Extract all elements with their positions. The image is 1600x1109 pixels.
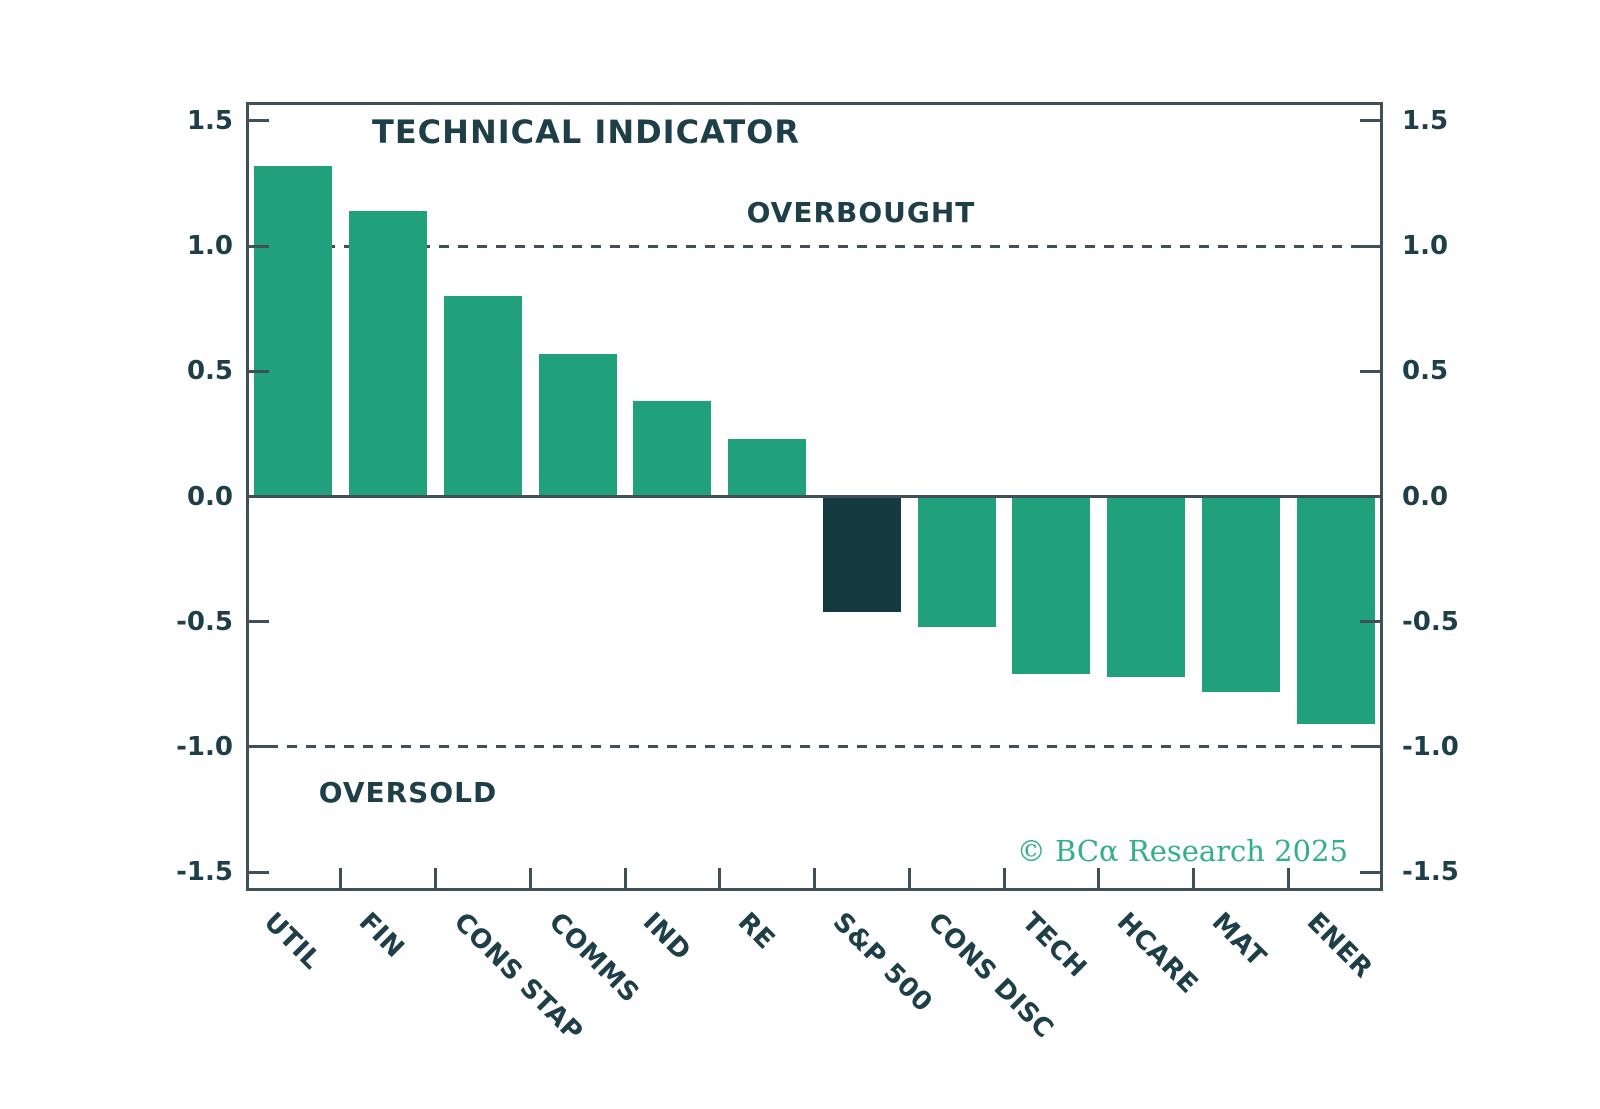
reference-line-oversold xyxy=(249,745,1380,749)
x-axis-label-tech: TECH xyxy=(1016,907,1093,984)
y-tick-right-1-0 xyxy=(1360,244,1380,248)
x-tick-7 xyxy=(907,868,911,888)
x-axis-label-util: UTIL xyxy=(258,907,327,976)
y-axis-label-left-0-5: 0.5 xyxy=(186,356,233,387)
x-axis-label-ind: IND xyxy=(637,907,697,967)
y-axis-label-right-0-5: 0.5 xyxy=(1402,356,1449,387)
bar-fin xyxy=(349,210,428,497)
x-tick-6 xyxy=(813,868,816,888)
bar-tech xyxy=(1012,496,1091,675)
bar-util xyxy=(254,165,333,497)
y-tick-right-1-5 xyxy=(1360,119,1380,123)
x-tick-3 xyxy=(528,868,532,888)
y-axis-label-right-1-0: -1.0 xyxy=(1402,731,1459,762)
y-axis-label-right-0-5: -0.5 xyxy=(1402,606,1459,637)
y-axis-label-left-1-0: 1.0 xyxy=(186,231,233,262)
y-axis-label-left-1-5: 1.5 xyxy=(186,105,233,136)
y-axis-label-left-0-5: -0.5 xyxy=(176,606,233,637)
x-tick-11 xyxy=(1286,868,1290,888)
y-tick-left-0-5 xyxy=(249,369,269,373)
y-tick-left-1-5 xyxy=(249,119,269,123)
x-axis-label-hcare: HCARE xyxy=(1110,907,1204,1000)
y-axis-label-left-0-0: 0.0 xyxy=(186,481,233,512)
watermark-text: © BCα Research 2025 xyxy=(1016,834,1348,868)
x-tick-4 xyxy=(623,868,627,888)
y-axis-label-left-1-5: -1.5 xyxy=(176,857,233,888)
bar-cons-stap xyxy=(443,296,522,497)
x-axis-label-fin: FIN xyxy=(352,907,410,965)
reference-line-overbought xyxy=(249,244,1380,248)
x-tick-1 xyxy=(339,868,343,888)
x-axis-label-s-p-500: S&P 500 xyxy=(826,907,938,1019)
bar-mat xyxy=(1201,496,1280,692)
y-axis-label-right-1-5: 1.5 xyxy=(1402,105,1449,136)
y-tick-left-1-0 xyxy=(249,745,269,749)
y-axis-label-left-1-0: -1.0 xyxy=(176,731,233,762)
x-axis-label-re: RE xyxy=(731,907,781,956)
y-tick-left-0-5 xyxy=(249,620,269,624)
y-tick-left-0-0 xyxy=(249,495,269,498)
y-tick-right-0-5 xyxy=(1360,369,1380,373)
y-tick-right-1-0 xyxy=(1360,745,1380,749)
bar-ind xyxy=(633,401,712,497)
y-tick-left-1-5 xyxy=(249,870,269,874)
bar-re xyxy=(728,438,807,497)
x-tick-10 xyxy=(1192,868,1195,888)
bar-s-p-500 xyxy=(822,496,901,612)
x-axis-label-comms: COMMS xyxy=(542,907,645,1009)
plot-frame xyxy=(246,102,1383,891)
y-tick-right-1-5 xyxy=(1360,870,1380,874)
oversold-label: OVERSOLD xyxy=(318,776,498,809)
x-tick-2 xyxy=(434,868,437,888)
y-tick-left-1-0 xyxy=(249,244,269,248)
y-tick-right-0-5 xyxy=(1360,620,1380,624)
x-axis-label-ener: ENER xyxy=(1300,907,1378,985)
watermark: © BCα Research 2025 xyxy=(1017,832,1348,870)
x-tick-8 xyxy=(1002,868,1006,888)
y-axis-label-right-1-0: 1.0 xyxy=(1402,231,1449,262)
bar-cons-disc xyxy=(917,496,996,627)
x-tick-5 xyxy=(718,868,722,888)
x-axis-label-mat: MAT xyxy=(1205,907,1272,973)
y-tick-right-0-0 xyxy=(1360,495,1380,498)
overbought-label: OVERBOUGHT xyxy=(746,196,976,229)
bar-ener xyxy=(1296,496,1375,725)
y-axis-label-right-0-0: 0.0 xyxy=(1402,481,1449,512)
x-tick-9 xyxy=(1097,868,1101,888)
bar-comms xyxy=(538,353,617,497)
chart-title: TECHNICAL INDICATOR xyxy=(371,113,800,151)
bar-hcare xyxy=(1107,496,1186,677)
y-axis-label-right-1-5: -1.5 xyxy=(1402,857,1459,888)
zero-line xyxy=(246,495,1383,498)
